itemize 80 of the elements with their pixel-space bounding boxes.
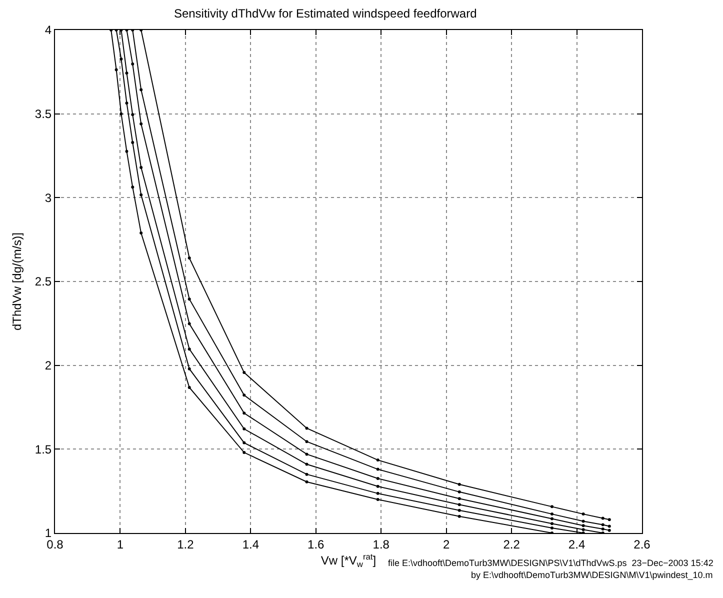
point	[582, 524, 585, 528]
x-tick-label: 1.2	[177, 537, 194, 552]
point	[376, 468, 380, 471]
point	[550, 522, 554, 526]
x-tick-label: 1.4	[242, 537, 260, 552]
point	[601, 523, 604, 526]
point	[140, 122, 143, 126]
point	[131, 141, 134, 144]
point	[376, 477, 380, 480]
point	[125, 102, 128, 105]
point	[305, 472, 308, 476]
point	[550, 512, 554, 516]
y-tick-label: 2.5	[34, 274, 52, 289]
point	[114, 68, 118, 72]
y-tick-label: 1.5	[34, 442, 52, 456]
point	[242, 371, 246, 374]
point	[582, 528, 585, 532]
point	[550, 526, 554, 530]
x-tick-label: 2.4	[568, 537, 586, 552]
x-tick-label: 1.8	[372, 537, 390, 552]
text: by E:\vdhooft\DemoTurb3MW\DESIGN\M\V1\pwindest_10.m	[471, 570, 713, 580]
point	[305, 480, 308, 484]
x-tick-label: 2.6	[634, 537, 651, 552]
point	[458, 490, 461, 494]
point	[582, 512, 585, 516]
x-tick-label: 1.6	[308, 537, 325, 552]
point	[608, 528, 611, 532]
y-tick-label: 4	[44, 23, 52, 38]
point	[305, 426, 308, 430]
point	[120, 112, 123, 116]
point	[550, 517, 554, 520]
point	[125, 72, 128, 75]
point	[131, 62, 134, 66]
point	[458, 508, 461, 512]
point	[125, 150, 128, 153]
point	[608, 524, 611, 528]
text: file E:\vdhooft\DemoTurb3MW\DESIGN\PS\V1\dThdVwS.ps 23−Dec−2003 15:42	[388, 558, 714, 568]
y-tick-label: 3	[44, 190, 52, 205]
chart-title: Sensitivity dThdVw for Estimated windspeed feedforward	[174, 6, 477, 20]
point	[376, 458, 380, 462]
x-tick-label: 2.2	[503, 537, 520, 552]
x-tick-label: 2	[442, 537, 450, 552]
point	[458, 497, 461, 500]
y-axis-title: dThdVw [dg/(m/s)]	[10, 232, 24, 331]
point	[582, 520, 585, 523]
point	[458, 482, 461, 486]
point	[376, 498, 380, 501]
point	[120, 58, 123, 61]
point	[131, 113, 134, 116]
point	[140, 193, 143, 196]
x-tick-label: 1	[116, 537, 124, 552]
point	[601, 527, 604, 530]
point	[140, 88, 143, 92]
y-tick-label: 2	[44, 358, 52, 373]
point	[131, 186, 134, 189]
point	[242, 394, 246, 397]
point	[242, 451, 246, 454]
point	[242, 427, 246, 430]
point	[305, 452, 308, 456]
point	[601, 516, 604, 520]
point	[188, 386, 191, 389]
point	[140, 166, 143, 169]
point	[550, 505, 554, 508]
point	[242, 412, 246, 415]
point	[458, 503, 461, 506]
point	[188, 348, 191, 351]
point	[608, 518, 611, 522]
point	[305, 462, 308, 466]
point	[376, 484, 380, 488]
point	[188, 322, 191, 326]
point	[188, 298, 191, 301]
point	[305, 440, 308, 444]
point	[188, 367, 191, 370]
point	[376, 492, 380, 495]
y-tick-label: 3.5	[34, 107, 52, 122]
point	[242, 441, 246, 444]
point	[458, 514, 461, 518]
x-axis-title: Vw [*V$_{w}$$^{rat}$]	[320, 551, 376, 569]
point	[188, 256, 191, 260]
point	[140, 232, 143, 235]
